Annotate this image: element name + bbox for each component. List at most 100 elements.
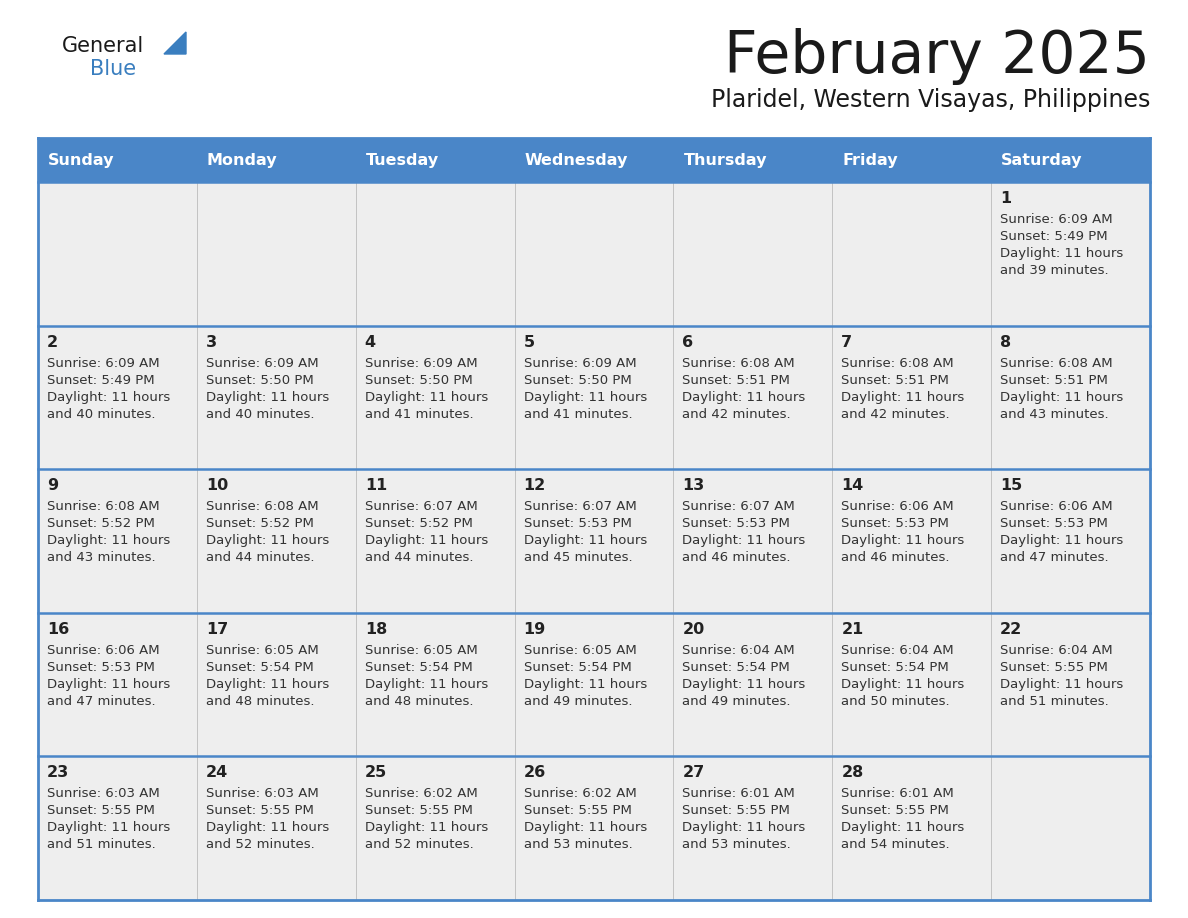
Bar — [833, 613, 991, 756]
Text: Sunset: 5:55 PM: Sunset: 5:55 PM — [1000, 661, 1108, 674]
Text: and 46 minutes.: and 46 minutes. — [841, 551, 949, 565]
Text: Daylight: 11 hours: Daylight: 11 hours — [365, 677, 488, 691]
Text: Sunset: 5:55 PM: Sunset: 5:55 PM — [48, 804, 154, 817]
Text: 28: 28 — [841, 766, 864, 780]
Text: and 42 minutes.: and 42 minutes. — [841, 408, 950, 420]
Bar — [991, 469, 1150, 613]
Text: 15: 15 — [1000, 478, 1023, 493]
Text: Sunrise: 6:03 AM: Sunrise: 6:03 AM — [206, 788, 318, 800]
Text: 20: 20 — [682, 621, 704, 637]
Text: 14: 14 — [841, 478, 864, 493]
Bar — [355, 326, 514, 469]
Text: Sunset: 5:53 PM: Sunset: 5:53 PM — [524, 517, 632, 531]
Text: Daylight: 11 hours: Daylight: 11 hours — [682, 822, 805, 834]
Text: Daylight: 11 hours: Daylight: 11 hours — [1000, 677, 1124, 691]
Bar — [197, 613, 355, 756]
Text: Sunset: 5:50 PM: Sunset: 5:50 PM — [206, 374, 314, 386]
Text: Sunset: 5:54 PM: Sunset: 5:54 PM — [206, 661, 314, 674]
Bar — [38, 613, 197, 756]
Text: Sunset: 5:55 PM: Sunset: 5:55 PM — [365, 804, 473, 817]
Text: and 49 minutes.: and 49 minutes. — [524, 695, 632, 708]
Bar — [38, 182, 197, 326]
Bar — [514, 613, 674, 756]
Bar — [38, 756, 197, 900]
Text: Sunrise: 6:04 AM: Sunrise: 6:04 AM — [841, 644, 954, 656]
Text: Sunrise: 6:09 AM: Sunrise: 6:09 AM — [1000, 213, 1113, 226]
Text: Daylight: 11 hours: Daylight: 11 hours — [524, 677, 646, 691]
Text: Daylight: 11 hours: Daylight: 11 hours — [1000, 534, 1124, 547]
Bar — [514, 182, 674, 326]
Bar — [991, 326, 1150, 469]
Text: Daylight: 11 hours: Daylight: 11 hours — [524, 390, 646, 404]
Text: Sunday: Sunday — [48, 152, 114, 167]
Text: Tuesday: Tuesday — [366, 152, 438, 167]
Text: 11: 11 — [365, 478, 387, 493]
Text: Sunset: 5:54 PM: Sunset: 5:54 PM — [524, 661, 631, 674]
Text: Daylight: 11 hours: Daylight: 11 hours — [1000, 247, 1124, 260]
Text: 7: 7 — [841, 334, 853, 350]
Text: and 44 minutes.: and 44 minutes. — [365, 551, 473, 565]
Text: Sunset: 5:55 PM: Sunset: 5:55 PM — [682, 804, 790, 817]
Text: Daylight: 11 hours: Daylight: 11 hours — [206, 534, 329, 547]
Text: and 44 minutes.: and 44 minutes. — [206, 551, 315, 565]
Text: 22: 22 — [1000, 621, 1023, 637]
Bar — [833, 469, 991, 613]
Bar — [197, 182, 355, 326]
Text: and 54 minutes.: and 54 minutes. — [841, 838, 950, 851]
Bar — [197, 326, 355, 469]
Text: Sunrise: 6:03 AM: Sunrise: 6:03 AM — [48, 788, 159, 800]
Bar — [674, 613, 833, 756]
Text: Sunrise: 6:06 AM: Sunrise: 6:06 AM — [48, 644, 159, 656]
Text: Daylight: 11 hours: Daylight: 11 hours — [365, 534, 488, 547]
Text: Sunset: 5:54 PM: Sunset: 5:54 PM — [365, 661, 473, 674]
Text: Thursday: Thursday — [683, 152, 767, 167]
Text: Sunrise: 6:06 AM: Sunrise: 6:06 AM — [841, 500, 954, 513]
Text: Daylight: 11 hours: Daylight: 11 hours — [206, 822, 329, 834]
Bar — [991, 138, 1150, 182]
Text: 13: 13 — [682, 478, 704, 493]
Text: Daylight: 11 hours: Daylight: 11 hours — [841, 677, 965, 691]
Bar — [833, 182, 991, 326]
Text: and 51 minutes.: and 51 minutes. — [1000, 695, 1108, 708]
Text: Sunrise: 6:08 AM: Sunrise: 6:08 AM — [841, 356, 954, 370]
Text: Sunset: 5:52 PM: Sunset: 5:52 PM — [48, 517, 154, 531]
Text: 8: 8 — [1000, 334, 1011, 350]
Text: Sunrise: 6:04 AM: Sunrise: 6:04 AM — [1000, 644, 1113, 656]
Text: and 53 minutes.: and 53 minutes. — [524, 838, 632, 851]
Bar — [674, 138, 833, 182]
Bar — [38, 138, 197, 182]
Bar — [197, 469, 355, 613]
Bar — [514, 138, 674, 182]
Text: Sunrise: 6:07 AM: Sunrise: 6:07 AM — [524, 500, 637, 513]
Text: and 43 minutes.: and 43 minutes. — [48, 551, 156, 565]
Text: Sunset: 5:53 PM: Sunset: 5:53 PM — [841, 517, 949, 531]
Text: and 50 minutes.: and 50 minutes. — [841, 695, 950, 708]
Bar — [355, 182, 514, 326]
Text: Daylight: 11 hours: Daylight: 11 hours — [524, 534, 646, 547]
Text: Sunset: 5:55 PM: Sunset: 5:55 PM — [524, 804, 632, 817]
Text: Sunrise: 6:09 AM: Sunrise: 6:09 AM — [365, 356, 478, 370]
Text: Sunrise: 6:09 AM: Sunrise: 6:09 AM — [48, 356, 159, 370]
Text: 3: 3 — [206, 334, 217, 350]
Text: and 43 minutes.: and 43 minutes. — [1000, 408, 1108, 420]
Bar — [674, 469, 833, 613]
Text: Saturday: Saturday — [1001, 152, 1082, 167]
Bar — [514, 469, 674, 613]
Text: Sunrise: 6:09 AM: Sunrise: 6:09 AM — [206, 356, 318, 370]
Text: Daylight: 11 hours: Daylight: 11 hours — [48, 677, 170, 691]
Text: Sunset: 5:49 PM: Sunset: 5:49 PM — [1000, 230, 1107, 243]
Text: Sunset: 5:50 PM: Sunset: 5:50 PM — [524, 374, 631, 386]
Text: Sunrise: 6:02 AM: Sunrise: 6:02 AM — [365, 788, 478, 800]
Text: Daylight: 11 hours: Daylight: 11 hours — [48, 390, 170, 404]
Text: Daylight: 11 hours: Daylight: 11 hours — [524, 822, 646, 834]
Text: Daylight: 11 hours: Daylight: 11 hours — [206, 390, 329, 404]
Text: Sunrise: 6:07 AM: Sunrise: 6:07 AM — [682, 500, 795, 513]
Text: 9: 9 — [48, 478, 58, 493]
Text: and 51 minutes.: and 51 minutes. — [48, 838, 156, 851]
Text: Daylight: 11 hours: Daylight: 11 hours — [48, 822, 170, 834]
Text: Daylight: 11 hours: Daylight: 11 hours — [365, 822, 488, 834]
Bar — [674, 326, 833, 469]
Text: Sunset: 5:53 PM: Sunset: 5:53 PM — [1000, 517, 1108, 531]
Bar — [38, 326, 197, 469]
Bar — [355, 756, 514, 900]
